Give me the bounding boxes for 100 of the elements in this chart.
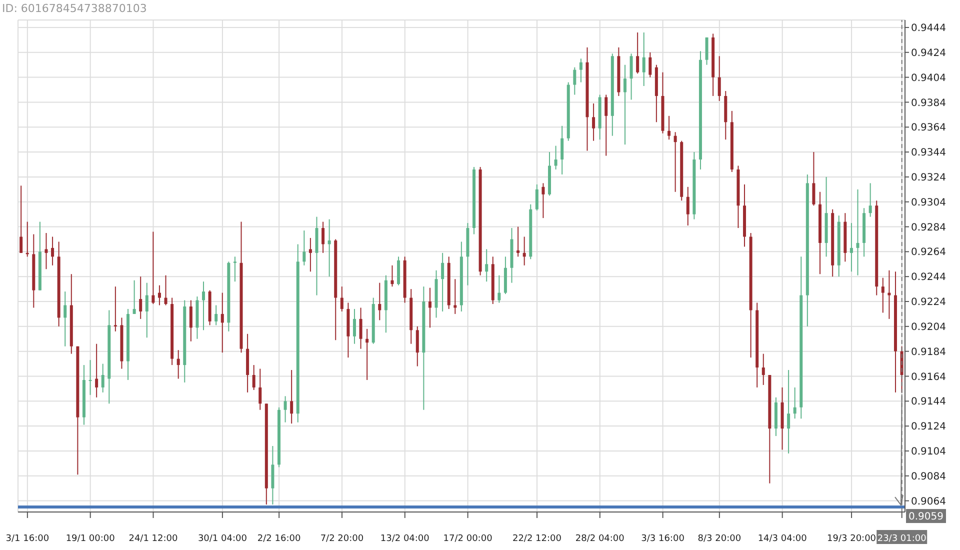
candlestick bbox=[630, 53, 633, 100]
candlestick bbox=[51, 236, 54, 266]
candlestick bbox=[20, 185, 23, 254]
y-tick-label: 0.9304 bbox=[911, 197, 946, 208]
candlestick bbox=[290, 370, 294, 424]
candlestick bbox=[390, 264, 394, 288]
candlestick bbox=[64, 291, 67, 347]
candlestick bbox=[308, 237, 312, 272]
candlestick bbox=[542, 182, 545, 219]
candlestick bbox=[686, 186, 690, 226]
candlestick bbox=[328, 218, 331, 278]
y-tick-label: 0.9404 bbox=[911, 72, 946, 84]
x-tick-label: 23/3 01:00 bbox=[877, 534, 927, 544]
candlestick bbox=[258, 368, 262, 410]
candlestick bbox=[793, 386, 796, 420]
candlestick bbox=[284, 396, 287, 423]
x-tick-label: 22/2 12:00 bbox=[512, 534, 562, 544]
candlestick bbox=[705, 36, 708, 66]
x-tick-label: 2/2 16:00 bbox=[257, 534, 301, 544]
y-tick-label: 0.9184 bbox=[911, 346, 946, 358]
candlestick bbox=[132, 280, 136, 314]
candlestick bbox=[95, 343, 98, 398]
x-tick-label: 14/3 04:00 bbox=[758, 534, 808, 544]
candlestick bbox=[322, 221, 325, 254]
x-tick-label: 3/3 16:00 bbox=[641, 534, 685, 544]
x-tick-label: 7/2 20:00 bbox=[320, 534, 364, 544]
y-tick-label: 0.9264 bbox=[911, 247, 946, 258]
candlestick bbox=[233, 256, 236, 282]
y-tick-label: 0.9284 bbox=[911, 222, 946, 234]
candlestick bbox=[604, 94, 608, 156]
candlestick bbox=[787, 370, 790, 454]
candlestick bbox=[202, 281, 206, 331]
candlestick bbox=[856, 188, 860, 276]
x-tick-label: 3/1 16:00 bbox=[6, 534, 50, 544]
y-tick-label: 0.9244 bbox=[911, 272, 946, 284]
candlestick bbox=[397, 256, 400, 286]
y-tick-label: 0.9104 bbox=[911, 446, 946, 458]
candlestick bbox=[366, 328, 369, 380]
candlestick bbox=[152, 231, 155, 304]
candlestick bbox=[164, 274, 168, 306]
y-tick-label: 0.9144 bbox=[911, 396, 946, 408]
x-tick-label: 30/1 04:00 bbox=[198, 534, 248, 544]
x-tick-label: 13/2 04:00 bbox=[380, 534, 430, 544]
y-tick-label: 0.9444 bbox=[911, 23, 946, 34]
candlestick bbox=[554, 145, 558, 170]
candlestick bbox=[668, 115, 671, 140]
candlestick bbox=[868, 182, 872, 218]
candlestick bbox=[101, 363, 104, 393]
candlestick bbox=[340, 286, 344, 312]
y-tick-label: 0.9324 bbox=[911, 172, 946, 184]
x-tick-label: 24/1 12:00 bbox=[128, 534, 178, 544]
candlestick bbox=[359, 307, 362, 350]
candlestick bbox=[352, 308, 356, 344]
candlestick bbox=[648, 52, 652, 78]
candlestick bbox=[158, 284, 161, 306]
y-tick-label: 0.9364 bbox=[911, 122, 946, 134]
candlestick bbox=[888, 270, 891, 320]
x-tick-label: 19/3 20:00 bbox=[827, 534, 876, 544]
y-tick-label: 0.9064 bbox=[911, 496, 946, 508]
candlestick bbox=[441, 252, 444, 312]
y-tick-label: 0.9164 bbox=[911, 372, 946, 383]
candlestick bbox=[189, 300, 192, 342]
y-tick-label: 0.9124 bbox=[911, 422, 946, 433]
candlestick bbox=[139, 276, 142, 320]
candlestick bbox=[535, 184, 538, 212]
candlestick bbox=[592, 102, 596, 142]
candlestick bbox=[674, 132, 677, 192]
candlestick bbox=[718, 56, 721, 102]
candlestick bbox=[416, 326, 419, 367]
candlestick bbox=[114, 286, 117, 332]
x-tick-label: 19/1 00:00 bbox=[66, 534, 116, 544]
y-tick-label: 0.9204 bbox=[911, 322, 946, 333]
y-tick-label: 0.9424 bbox=[911, 48, 946, 59]
candlestick bbox=[881, 277, 884, 314]
candlestick bbox=[220, 292, 224, 354]
candlestick bbox=[516, 226, 520, 258]
candlestick bbox=[214, 304, 218, 326]
y-tick-label: 0.9224 bbox=[911, 297, 946, 308]
candlestick bbox=[623, 64, 626, 146]
candlestick bbox=[252, 364, 256, 390]
candlestick bbox=[302, 230, 306, 266]
candlestick bbox=[271, 445, 274, 506]
candlestick bbox=[145, 282, 148, 338]
y-tick-label: 0.9084 bbox=[911, 471, 946, 482]
candlestick bbox=[498, 274, 501, 304]
candlestick bbox=[812, 152, 816, 206]
y-tick-label: 0.9344 bbox=[911, 148, 946, 159]
text: ID: 601678454738870103 bbox=[2, 2, 147, 15]
candlestick bbox=[579, 58, 582, 83]
candlestick bbox=[560, 125, 564, 175]
candlestick bbox=[485, 248, 488, 282]
candlestick bbox=[176, 350, 180, 380]
x-tick-label: 28/2 04:00 bbox=[575, 534, 625, 544]
x-tick-label: 8/3 20:00 bbox=[698, 534, 742, 544]
candlestick bbox=[522, 236, 526, 266]
candlestick bbox=[573, 66, 576, 96]
candlestick bbox=[850, 222, 853, 272]
candlestick bbox=[762, 353, 765, 386]
candlestick bbox=[44, 232, 48, 270]
candlestick bbox=[454, 278, 457, 314]
